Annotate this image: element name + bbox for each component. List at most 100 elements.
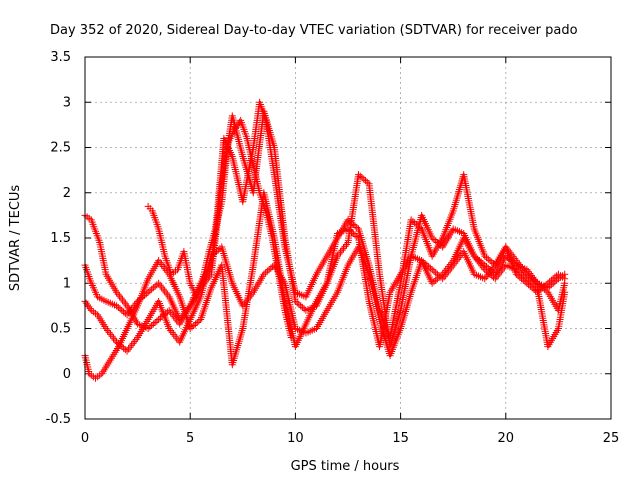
- data-point: [481, 266, 489, 274]
- data-point: [211, 249, 219, 257]
- data-point: [433, 239, 441, 247]
- data-point: [561, 288, 569, 296]
- data-point: [209, 251, 217, 259]
- data-point: [293, 299, 301, 307]
- data-point: [260, 270, 268, 278]
- data-point: [523, 275, 531, 283]
- data-point: [336, 248, 344, 256]
- data-point: [144, 288, 152, 296]
- data-point: [120, 298, 128, 306]
- data-point: [170, 330, 178, 338]
- data-point: [113, 302, 121, 310]
- data-point: [341, 242, 349, 250]
- data-point: [144, 325, 152, 332]
- data-point: [430, 236, 438, 244]
- data-point: [148, 285, 156, 293]
- data-point: [525, 276, 533, 284]
- data-point: [484, 269, 492, 277]
- data-point: [339, 244, 347, 252]
- data-point: [356, 172, 364, 180]
- data-point: [153, 317, 161, 325]
- series-track-4: [81, 189, 569, 382]
- data-point: [432, 276, 440, 284]
- data-point: [120, 308, 128, 316]
- data-point: [360, 175, 368, 183]
- data-point: [512, 266, 520, 274]
- data-point: [193, 318, 201, 326]
- data-point: [486, 257, 494, 265]
- data-point: [269, 263, 277, 271]
- data-point: [409, 217, 417, 225]
- data-point: [432, 237, 440, 245]
- grid: [85, 57, 611, 419]
- data-point: [165, 306, 173, 314]
- data-point: [85, 303, 93, 311]
- data-point: [353, 223, 361, 231]
- data-point: [191, 320, 199, 328]
- y-tick-label: 2.5: [50, 141, 71, 156]
- data-point: [171, 332, 179, 340]
- data-point: [411, 219, 419, 227]
- x-tick-label: 5: [186, 431, 194, 446]
- x-tick-label: 25: [603, 431, 620, 446]
- data-point: [561, 270, 569, 278]
- data-point: [516, 269, 524, 277]
- data-point: [435, 273, 443, 281]
- data-point: [481, 252, 489, 260]
- data-point: [146, 287, 154, 295]
- chart-title: Day 352 of 2020, Sidereal Day-to-day VTE…: [50, 23, 578, 38]
- data-point: [156, 281, 164, 289]
- data-point: [430, 267, 438, 275]
- data-point: [151, 318, 159, 326]
- data-point: [358, 174, 366, 182]
- data-point: [514, 267, 522, 275]
- data-point: [561, 279, 569, 287]
- y-tick-label: 1: [63, 276, 71, 291]
- data-point: [426, 264, 434, 272]
- data-point: [105, 328, 113, 336]
- data-point: [263, 267, 271, 275]
- data-point: [159, 262, 167, 270]
- data-point: [351, 231, 359, 239]
- y-tick-label: 3: [63, 95, 71, 110]
- x-tick-label: 0: [81, 431, 89, 446]
- data-point: [186, 325, 194, 332]
- data-point: [155, 315, 163, 323]
- data-point: [148, 321, 156, 329]
- x-tick-label: 10: [287, 431, 304, 446]
- data-point: [547, 281, 555, 289]
- data-point: [437, 242, 445, 250]
- data-point: [528, 279, 536, 287]
- data-point: [114, 303, 122, 311]
- data-point: [110, 334, 118, 342]
- data-point: [542, 287, 550, 295]
- data-point: [349, 229, 357, 237]
- y-tick-label: 0: [63, 367, 71, 382]
- data-point: [504, 254, 512, 262]
- data-point: [120, 344, 128, 352]
- data-point: [158, 261, 166, 269]
- data-point: [483, 267, 491, 275]
- data-point: [262, 269, 270, 277]
- data-point: [546, 282, 554, 290]
- data-point: [287, 334, 295, 342]
- data-point: [295, 300, 303, 308]
- data-point: [521, 273, 529, 281]
- data-point: [119, 296, 127, 304]
- axis-ticks: -0.5 0 0.5 1 1.5 2 2.5 3 3.5 0 5 10 15 20 25: [46, 50, 620, 446]
- data-point: [488, 258, 496, 266]
- x-axis-label: GPS time / hours: [291, 459, 400, 474]
- data-point: [118, 306, 126, 314]
- data-point: [149, 284, 157, 292]
- data-point: [484, 255, 492, 263]
- data-point: [437, 272, 445, 280]
- data-point: [530, 281, 538, 289]
- data-point: [86, 305, 94, 313]
- data-point: [232, 124, 240, 132]
- data-point: [351, 222, 359, 230]
- data-point: [128, 341, 136, 349]
- data-point: [195, 317, 203, 325]
- data-point: [123, 347, 131, 355]
- data-point: [230, 125, 238, 133]
- data-point: [491, 275, 499, 283]
